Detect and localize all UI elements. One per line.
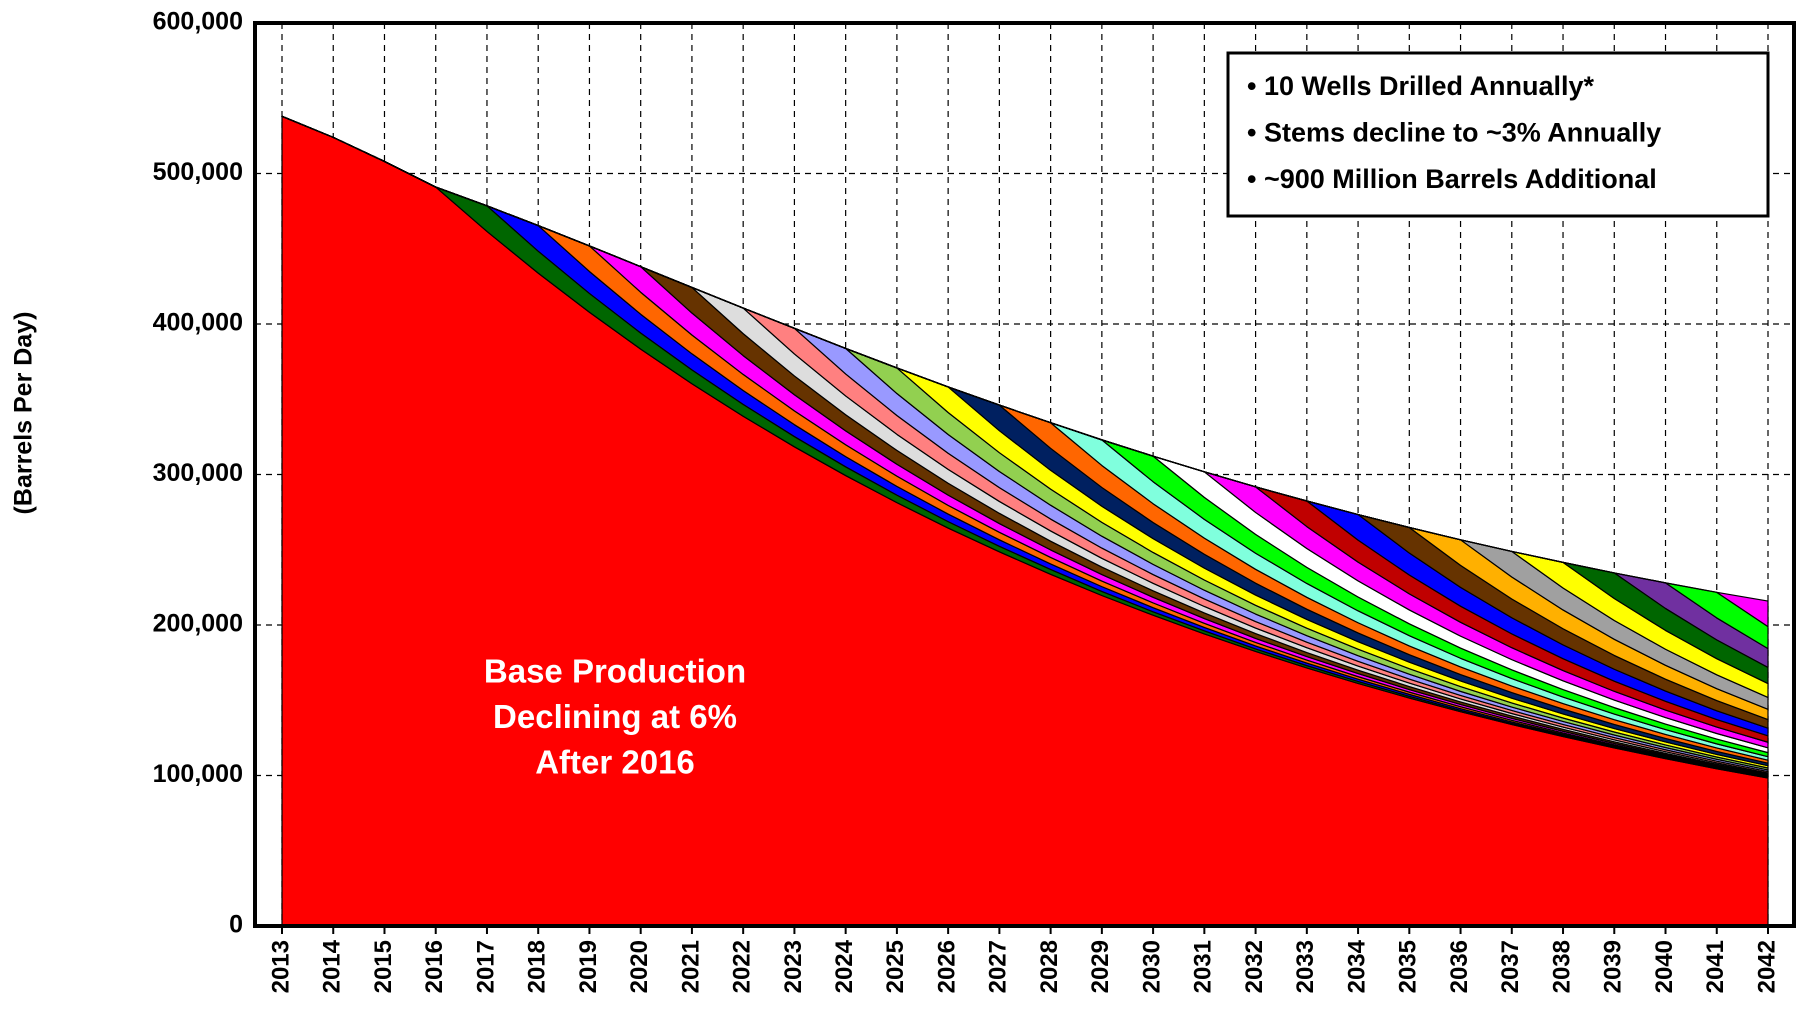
annotation: • Stems decline to ~3% Annually bbox=[1247, 118, 1661, 148]
y-tick-label: 300,000 bbox=[153, 459, 243, 487]
annotation: • 10 Wells Drilled Annually* bbox=[1247, 71, 1595, 101]
x-tick-label: 2040 bbox=[1651, 940, 1678, 993]
y-tick-label: 100,000 bbox=[153, 760, 243, 788]
x-tick-label: 2030 bbox=[1138, 940, 1165, 993]
x-tick-label: 2033 bbox=[1292, 940, 1319, 993]
x-tick-label: 2029 bbox=[1087, 940, 1114, 993]
plot-frame bbox=[253, 21, 1796, 928]
x-tick-label: 2021 bbox=[677, 940, 704, 993]
x-tick-label: 2019 bbox=[575, 940, 602, 993]
x-tick-label: 2013 bbox=[267, 940, 294, 993]
x-tick-label: 2022 bbox=[729, 940, 756, 993]
x-tick-label: 2026 bbox=[933, 940, 960, 993]
x-tick-label: 2041 bbox=[1702, 940, 1729, 993]
x-tick-label: 2028 bbox=[1036, 940, 1063, 993]
y-tick-label: 0 bbox=[229, 911, 243, 939]
x-tick-label: 2020 bbox=[626, 940, 653, 993]
base-label: After 2016 bbox=[535, 744, 695, 781]
x-tick-label: 2034 bbox=[1343, 939, 1370, 993]
base-label: Declining at 6% bbox=[493, 698, 737, 735]
x-tick-label: 2023 bbox=[780, 940, 807, 993]
x-tick-label: 2035 bbox=[1395, 940, 1422, 993]
x-tick-label: 2024 bbox=[831, 939, 858, 993]
x-tick-label: 2039 bbox=[1600, 940, 1627, 993]
x-tick-label: 2014 bbox=[319, 939, 346, 993]
area-layer bbox=[281, 115, 1769, 628]
x-tick-label: 2015 bbox=[370, 940, 397, 993]
base-label: Base Production bbox=[484, 653, 746, 690]
x-tick-label: 2042 bbox=[1753, 940, 1780, 993]
y-tick-label: 500,000 bbox=[153, 158, 243, 186]
x-tick-label: 2018 bbox=[524, 940, 551, 993]
x-tick-label: 2032 bbox=[1241, 940, 1268, 993]
x-tick-label: 2017 bbox=[472, 940, 499, 993]
x-tick-label: 2037 bbox=[1497, 940, 1524, 993]
x-tick-label: 2027 bbox=[985, 940, 1012, 993]
x-tick-label: 2025 bbox=[882, 940, 909, 993]
y-tick-label: 400,000 bbox=[153, 309, 243, 337]
x-tick-label: 2031 bbox=[1190, 940, 1217, 993]
x-tick-label: 2016 bbox=[421, 940, 448, 993]
y-tick-label: 200,000 bbox=[153, 610, 243, 638]
annotation: • ~900 Million Barrels Additional bbox=[1247, 164, 1657, 194]
plot-area bbox=[281, 115, 1769, 927]
x-tick-label: 2038 bbox=[1548, 940, 1575, 993]
x-tick-label: 2036 bbox=[1446, 940, 1473, 993]
y-tick-label: 600,000 bbox=[153, 8, 243, 36]
y-axis-label: (Barrels Per Day) bbox=[10, 312, 38, 515]
annotation-box bbox=[1226, 51, 1770, 218]
